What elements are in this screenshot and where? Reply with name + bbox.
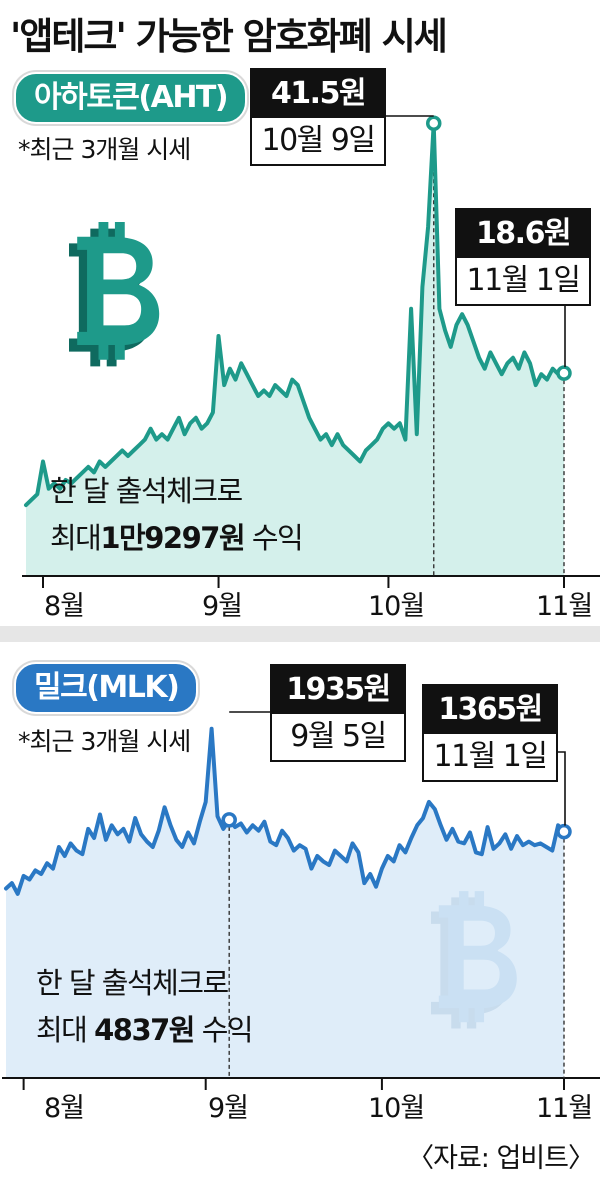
mlk-price-line <box>4 726 566 896</box>
mlk-tick-oct: 10월 <box>368 1093 425 1124</box>
source-note: 〈자료: 업비트〉 <box>407 1143 595 1174</box>
mlk-peak-marker <box>221 812 237 828</box>
aht-caption-amount: 1만9297원 <box>100 521 245 555</box>
mlk-period-note: *최근 3개월 시세 <box>18 727 191 756</box>
aht-price-line <box>24 121 566 508</box>
mlk-caption-line2: 최대 4837원 수익 <box>36 1007 254 1054</box>
aht-tick-sep: 9월 <box>202 591 243 622</box>
aht-last-callout: 18.6원 11월 1일 <box>455 208 591 306</box>
mlk-caption-line1: 한 달 출석체크로 <box>36 966 229 1000</box>
mlk-caption-suffix: 수익 <box>201 1013 254 1047</box>
aht-chart <box>22 115 600 588</box>
aht-panel: 아하토큰(AHT) *최근 3개월 시세 41.5원 10월 9일 18.6원 … <box>0 56 600 628</box>
mlk-peak-callout: 1935원 9월 5일 <box>270 664 406 762</box>
aht-last-date: 11월 1일 <box>466 263 582 298</box>
aht-peak-callout: 41.5원 10월 9일 <box>250 68 386 166</box>
mlk-last-callout: 1365원 11월 1일 <box>422 684 558 782</box>
aht-tick-aug: 8월 <box>44 591 85 622</box>
mlk-tick-aug: 8월 <box>44 1093 85 1124</box>
aht-bitcoin-icon <box>69 222 160 367</box>
mlk-tick-sep: 9월 <box>208 1093 249 1124</box>
aht-last-marker <box>556 365 572 381</box>
aht-tick-nov: 11월 <box>536 591 593 622</box>
aht-peak-marker <box>425 115 442 132</box>
aht-last-value: 18.6원 <box>457 210 589 258</box>
aht-caption-prefix: 최대 <box>50 521 102 555</box>
aht-period-note: *최근 3개월 시세 <box>18 135 191 164</box>
aht-series-label: 아하토큰(AHT) <box>14 72 248 124</box>
aht-caption-line1: 한 달 출석체크로 <box>50 474 243 508</box>
aht-peak-date: 10월 9일 <box>261 123 377 158</box>
mlk-panel: 밀크(MLK) *최근 3개월 시세 1935원 9월 5일 1365원 11월… <box>0 642 600 1136</box>
aht-caption-suffix: 수익 <box>251 521 304 555</box>
mlk-series-label: 밀크(MLK) <box>14 662 199 714</box>
aht-area-fill <box>26 123 564 577</box>
mlk-last-date: 11월 1일 <box>433 739 549 774</box>
page-title: '앱테크' 가능한 암호화폐 시세 <box>10 15 448 58</box>
mlk-last-value: 1365원 <box>424 686 556 734</box>
mlk-caption: 한 달 출석체크로 최대 4837원 수익 <box>36 960 254 1054</box>
mlk-peak-date: 9월 5일 <box>290 719 387 754</box>
mlk-last-marker <box>556 823 572 840</box>
aht-caption-line2: 최대1만9297원 수익 <box>50 515 304 562</box>
mlk-caption-prefix: 최대 <box>36 1013 88 1047</box>
aht-peak-value: 41.5원 <box>252 70 384 118</box>
mlk-chart <box>2 711 600 1090</box>
mlk-peak-value: 1935원 <box>272 666 404 714</box>
mlk-caption-amount: 4837원 <box>94 1013 195 1047</box>
aht-caption: 한 달 출석체크로 최대1만9297원 수익 <box>50 468 304 562</box>
panel-divider <box>0 626 600 642</box>
mlk-tick-nov: 11월 <box>536 1093 593 1124</box>
mlk-last-leader <box>556 751 566 826</box>
aht-tick-oct: 10월 <box>368 591 425 622</box>
